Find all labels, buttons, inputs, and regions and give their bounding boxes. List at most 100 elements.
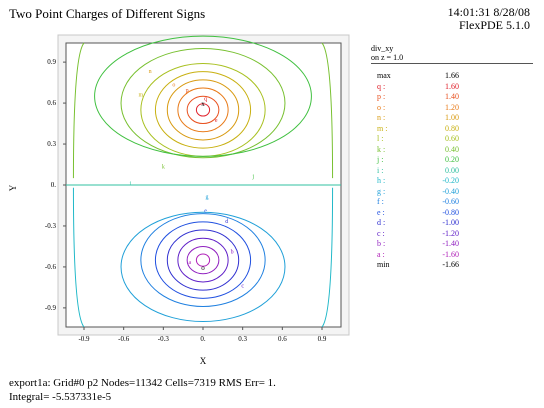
negative-charge-marker: o	[201, 264, 205, 272]
legend-code: j :	[377, 155, 384, 164]
legend-level: g : -0.40	[377, 187, 497, 197]
legend-variable: div_xy	[371, 44, 394, 53]
x-tick-label: -0.9	[78, 335, 90, 343]
positive-charge-marker: x	[201, 100, 205, 108]
contour-line	[177, 237, 229, 283]
legend-level: h : -0.20	[377, 176, 497, 186]
legend-code: c :	[377, 228, 385, 238]
legend-divider	[371, 63, 533, 64]
legend-level: o : 1.20	[377, 103, 497, 113]
x-tick-label: 0.9	[318, 335, 327, 343]
legend-code: m :	[377, 123, 388, 133]
legend-level: p : 1.40	[377, 92, 497, 102]
y-axis-label: Y	[8, 184, 18, 191]
contour-level-label: p	[186, 88, 189, 94]
legend-code: i :	[377, 165, 384, 175]
contour-line	[140, 213, 266, 308]
legend-code: max	[377, 71, 391, 80]
legend-level: d : -1.00	[377, 218, 497, 228]
legend-value: -1.40	[442, 239, 459, 248]
contour-level-label: d	[225, 219, 228, 225]
legend-level: c : -1.20	[377, 229, 497, 239]
contour-line	[154, 221, 252, 299]
contour-level-label: n	[149, 69, 152, 75]
legend-value: -1.66	[442, 260, 459, 269]
legend-value: 0.80	[445, 123, 459, 133]
legend-value: 0.60	[445, 134, 459, 143]
contour-level-label: i	[129, 181, 131, 187]
legend-level: n : 1.00	[377, 113, 497, 123]
contour-line	[166, 229, 240, 291]
contour-level-label: g	[205, 195, 208, 201]
legend-value: 1.40	[445, 92, 459, 101]
y-tick-label: -0.6	[45, 263, 57, 271]
legend-min: min -1.66	[377, 260, 497, 270]
y-tick-label: 0.3	[47, 140, 56, 148]
y-tick-label: 0.6	[47, 99, 56, 107]
contour-line	[94, 35, 312, 157]
legend-max: max 1.66	[377, 71, 497, 81]
legend-value: 0.00	[445, 165, 459, 175]
legend-code: o :	[377, 102, 386, 112]
legend-level: j : 0.20	[377, 155, 497, 165]
legend-code: n :	[377, 113, 386, 122]
y-tick-label: 0.9	[47, 58, 56, 66]
legend-value: -0.80	[442, 207, 459, 217]
legend-level: e : -0.80	[377, 208, 497, 218]
x-tick-label: 0.6	[278, 335, 287, 343]
contour-line	[166, 79, 240, 141]
legend-value: -0.20	[442, 176, 459, 185]
x-tick-label: 0.3	[238, 335, 247, 343]
legend-value: 0.40	[445, 144, 459, 154]
contour-line	[154, 71, 252, 149]
legend-value: -0.40	[442, 186, 459, 196]
legend-code: e :	[377, 207, 385, 217]
legend-code: f :	[377, 197, 384, 206]
x-tick-label: -0.6	[118, 335, 130, 343]
contour-line	[120, 211, 286, 323]
contour-line	[186, 245, 220, 275]
legend-code: h :	[377, 176, 386, 185]
legend-surface: on z = 1.0	[371, 53, 404, 62]
legend-value: 1.60	[445, 81, 459, 91]
contour-level-label: e	[215, 118, 218, 124]
legend-code: min	[377, 260, 390, 269]
timestamp-block: 14:01:31 8/28/08 FlexPDE 5.1.0	[448, 6, 530, 32]
legend-value: -0.60	[442, 197, 459, 206]
contour-level-label: k	[162, 165, 165, 171]
contour-line	[177, 87, 229, 133]
y-tick-label: -0.3	[45, 222, 57, 230]
axis-ticks: -0.9 -0.6 -0.3 0. 0.3 0.6 0.9 0.9 0.6 0.3 0. -0.3 -0…	[45, 58, 327, 343]
legend-level: k : 0.40	[377, 145, 497, 155]
contour-level-label: c	[241, 283, 244, 289]
x-axis-label: X	[200, 356, 207, 366]
contour-line	[72, 42, 334, 179]
legend-code: g :	[377, 186, 386, 196]
contour-lines: n o p q e m j k i g d e b c a	[66, 35, 341, 328]
contour-line	[195, 253, 211, 267]
contour-level-label: j	[251, 174, 254, 180]
y-tick-label: -0.9	[45, 304, 57, 312]
legend-level: i : 0.00	[377, 166, 497, 176]
version-text: FlexPDE 5.1.0	[458, 18, 530, 32]
contour-level-label: m	[139, 92, 144, 98]
legend-value: 1.20	[445, 102, 459, 112]
legend-code: k :	[377, 144, 386, 154]
plot-title: Two Point Charges of Different Signs	[9, 6, 206, 21]
contour-line	[120, 47, 286, 159]
legend-level: b : -1.40	[377, 239, 497, 249]
contour-line	[195, 103, 211, 117]
legend-value: 0.20	[445, 155, 459, 164]
y-tick-label: 0.	[51, 181, 57, 189]
contour-level-label: q	[204, 96, 207, 102]
legend-value: -1.60	[442, 249, 459, 259]
legend-level: q : 1.60	[377, 82, 497, 92]
timestamp-text: 14:01:31 8/28/08	[447, 5, 530, 19]
legend-code: d :	[377, 218, 386, 227]
legend-level: f : -0.60	[377, 197, 497, 207]
legend-code: a :	[377, 249, 385, 259]
legend-header: div_xy on z = 1.0	[371, 44, 403, 62]
legend-code: q :	[377, 81, 386, 91]
grid-info: export1a: Grid#0 p2 Nodes=11342 Cells=73…	[9, 377, 276, 389]
